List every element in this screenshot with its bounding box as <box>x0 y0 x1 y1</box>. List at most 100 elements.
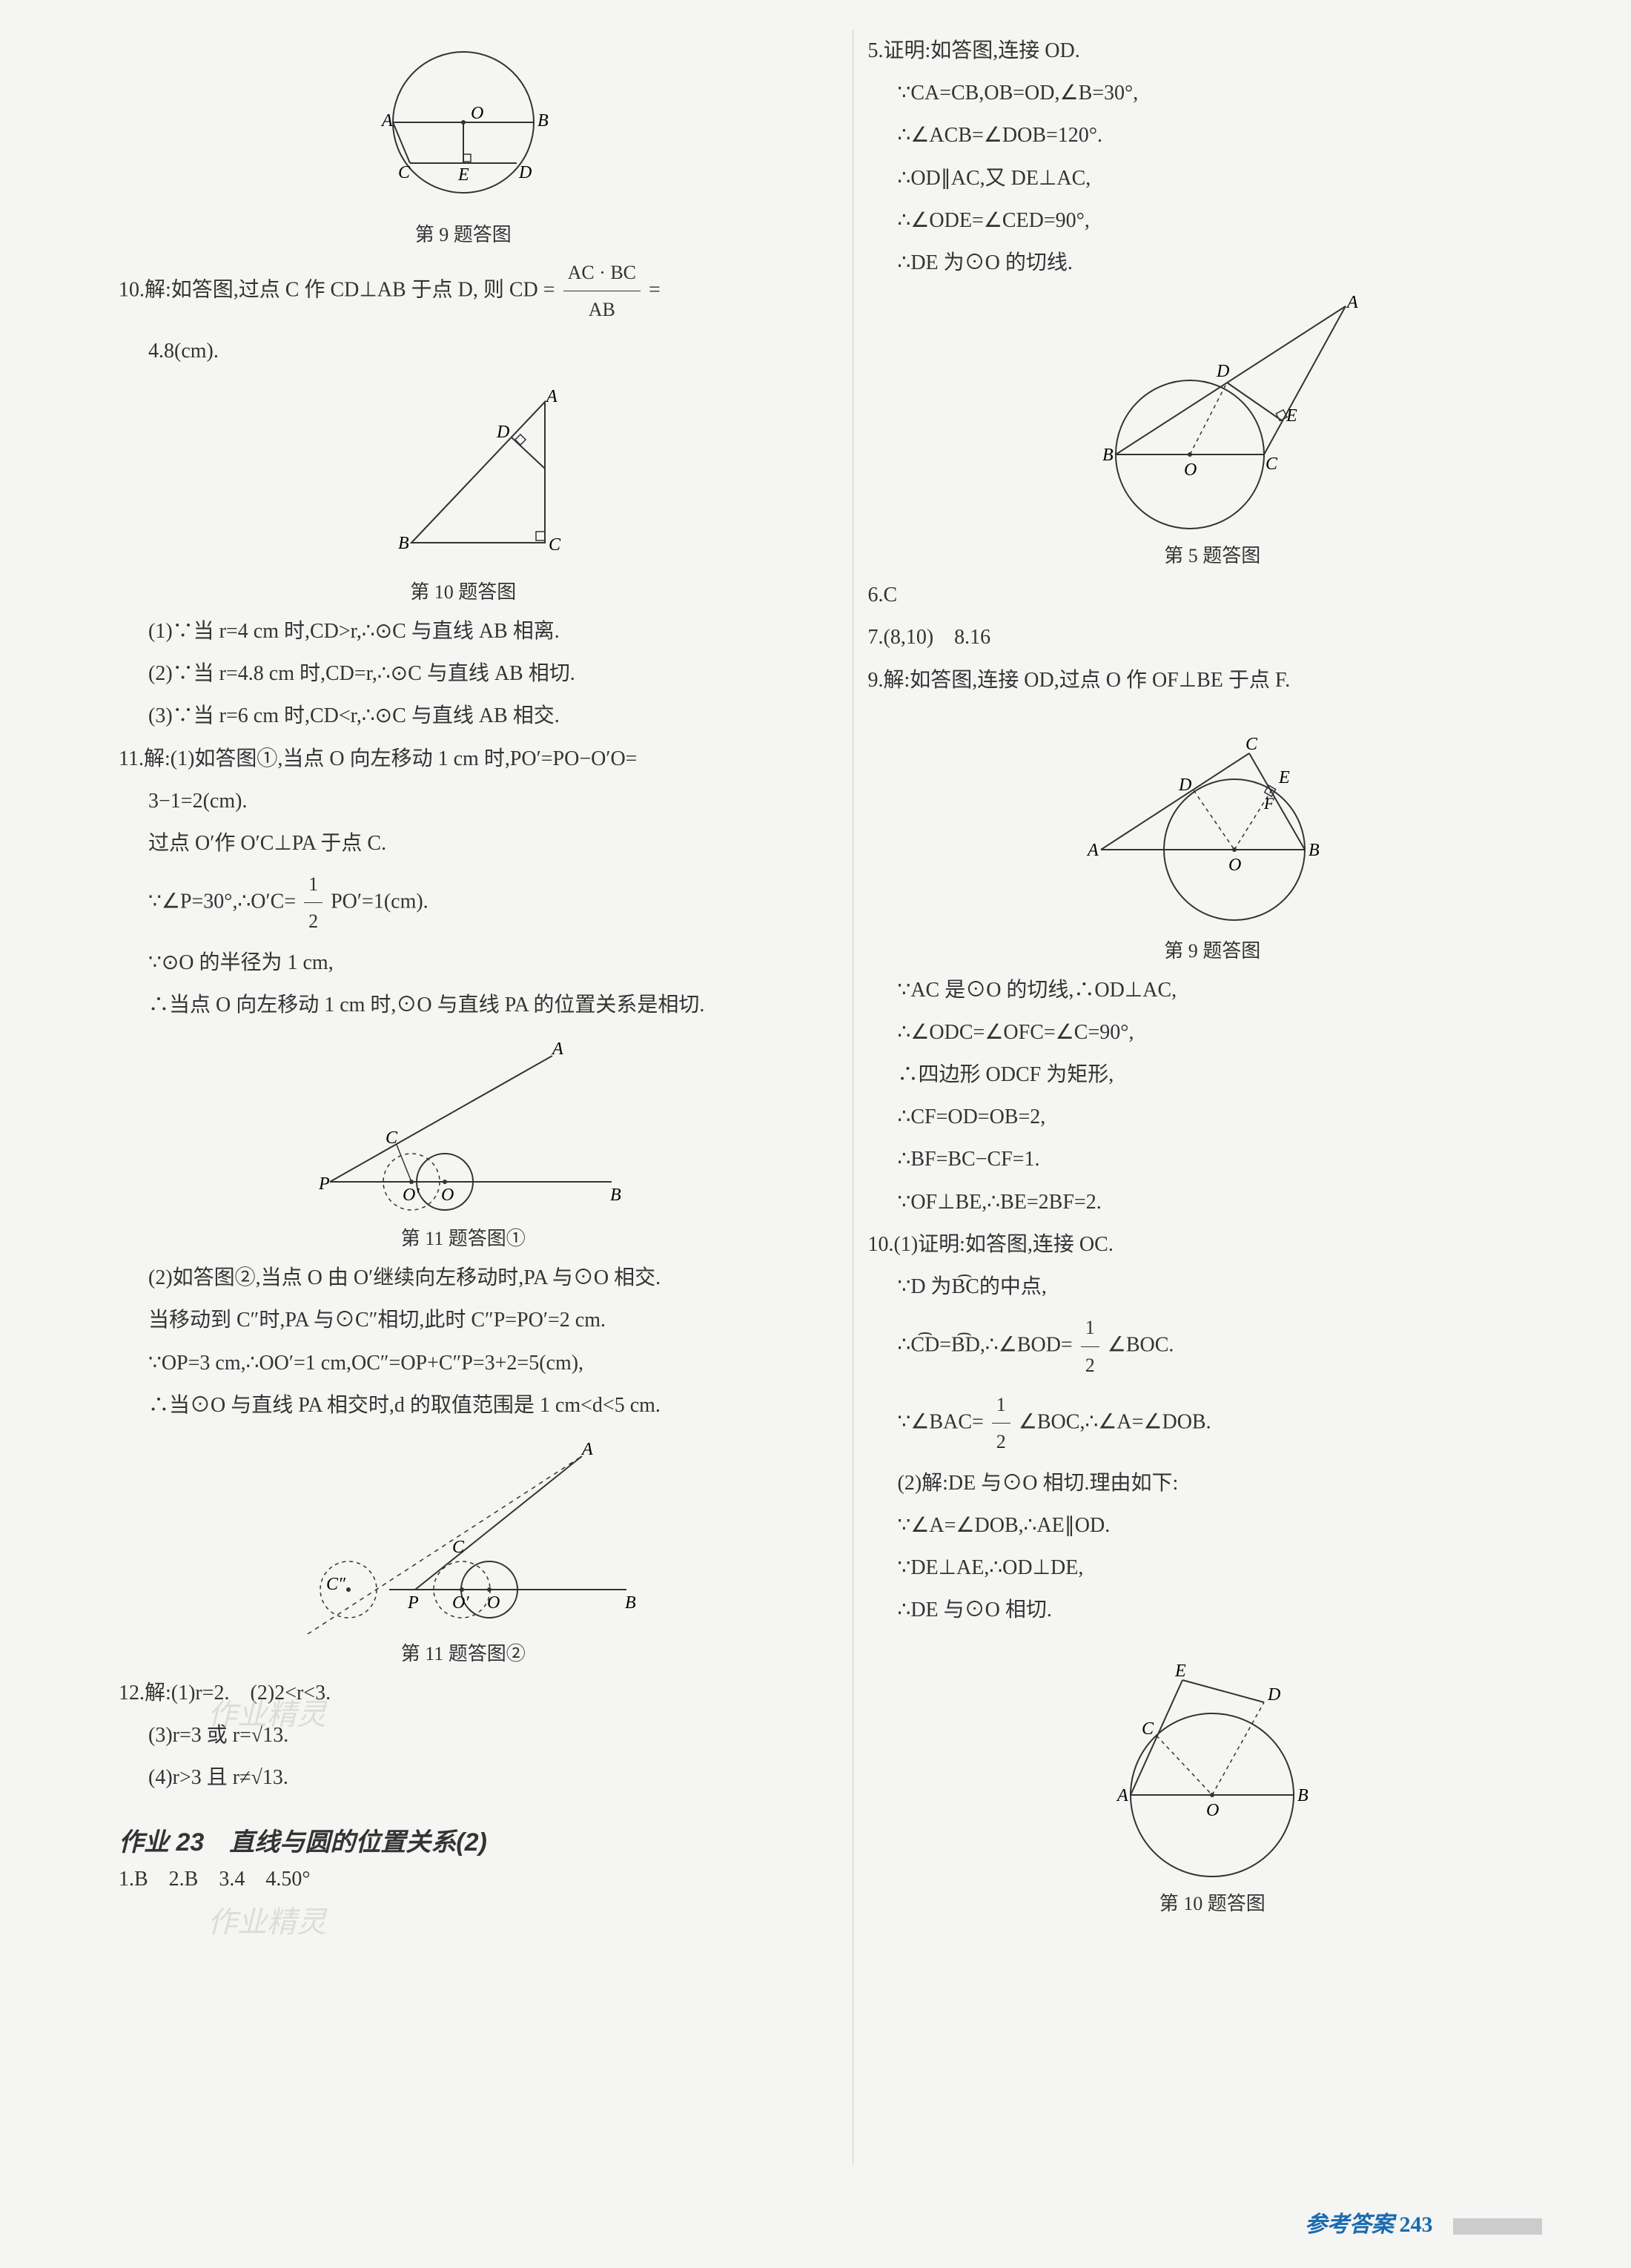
figure-9-right: A B C D E F O 第 9 题答图 <box>868 709 1558 963</box>
r-q5-3: ∴∠ACB=∠DOB=120°. <box>868 116 1558 155</box>
r-q9-2: ∵AC 是⊙O 的切线,∴OD⊥AC, <box>868 971 1558 1010</box>
fig9r-svg: A B C D E F O <box>1056 709 1368 931</box>
figure-11a: A B P O O′ C 第 11 题答图① <box>119 1034 808 1251</box>
q11-1: 11.解:(1)如答图①,当点 O 向左移动 1 cm 时,PO′=PO−O′O… <box>119 739 808 778</box>
hw23-title: 作业 23 直线与圆的位置关系(2) <box>119 1822 808 1858</box>
right-column: 5.证明:如答图,连接 OD. ∵CA=CB,OB=OD,∠B=30°, ∴∠A… <box>853 30 1558 2165</box>
svg-text:F: F <box>1263 794 1274 813</box>
r-q9-4: ∴四边形 ODCF 为矩形, <box>868 1055 1558 1094</box>
q10-2: (2)∵当 r=4.8 cm 时,CD=r,∴⊙C 与直线 AB 相切. <box>119 654 808 693</box>
svg-text:E: E <box>1174 1662 1186 1681</box>
figure-10-left: A B C D 第 10 题答图 <box>119 380 808 604</box>
r-q9-7: ∵OF⊥BE,∴BE=2BF=2. <box>868 1183 1558 1222</box>
q10-3: (3)∵当 r=6 cm 时,CD<r,∴⊙C 与直线 AB 相交. <box>119 696 808 735</box>
r-q10-4-frac: 12 <box>992 1386 1010 1461</box>
fig11b-svg: A B P O O′ C″ C <box>285 1434 641 1634</box>
svg-text:A: A <box>380 111 393 130</box>
svg-text:B: B <box>610 1186 621 1205</box>
svg-text:D: D <box>1267 1685 1280 1705</box>
svg-text:C: C <box>386 1128 398 1148</box>
q12-1: 12.解:(1)r=2. (2)2<r<3. <box>119 1673 808 1713</box>
r-q10-3a: ∴C͡D=B͡D,∴∠BOD= <box>898 1334 1073 1357</box>
svg-text:O′: O′ <box>403 1186 420 1205</box>
r-q10-3b: ∠BOC. <box>1108 1334 1174 1357</box>
svg-text:B: B <box>1297 1786 1309 1805</box>
svg-text:B: B <box>398 534 409 553</box>
svg-text:C: C <box>1266 454 1278 474</box>
r-q10-3: ∴C͡D=B͡D,∴∠BOD= 12 ∠BOC. <box>868 1309 1558 1383</box>
svg-text:D: D <box>1216 362 1229 381</box>
r-q6: 6.C <box>868 575 1558 615</box>
r-q9-1: 9.解:如答图,连接 OD,过点 O 作 OF⊥BE 于点 F. <box>868 661 1558 700</box>
figure-11b: A B P O O′ C″ C 第 11 题答图② <box>119 1434 808 1666</box>
q11-4a: ∵∠P=30°,∴O′C= <box>148 890 296 913</box>
svg-text:B: B <box>1309 841 1320 860</box>
svg-text:E: E <box>1278 768 1290 787</box>
q10-eq: = <box>649 278 661 301</box>
svg-text:D: D <box>518 163 532 182</box>
q11-4: ∵∠P=30°,∴O′C= 12 PO′=1(cm). <box>119 866 808 940</box>
figure-9-left: A B C D E O 第 9 题答图 <box>119 37 808 247</box>
fig10-caption: 第 10 题答图 <box>410 577 516 604</box>
svg-text:O′: O′ <box>452 1593 469 1613</box>
fig5-caption: 第 5 题答图 <box>1164 540 1260 568</box>
fig5-svg: A B C D E O <box>1056 291 1368 536</box>
r-q5-2: ∵CA=CB,OB=OD,∠B=30°, <box>868 73 1558 113</box>
q10-intro-text: 10.解:如答图,过点 C 作 CD⊥AB 于点 D, 则 CD = <box>119 278 555 301</box>
svg-text:O: O <box>1184 460 1197 480</box>
q11-p2-3: ∵OP=3 cm,∴OO′=1 cm,OC″=OP+C″P=3+2=5(cm), <box>119 1343 808 1383</box>
fig9-caption: 第 9 题答图 <box>415 219 512 247</box>
figure-5: A B C D E O 第 5 题答图 <box>868 291 1558 568</box>
svg-text:C: C <box>452 1538 465 1557</box>
svg-text:C: C <box>398 163 411 182</box>
fig11b-caption: 第 11 题答图② <box>401 1639 526 1666</box>
svg-text:A: A <box>545 387 558 406</box>
svg-text:C: C <box>549 535 561 555</box>
q11-5: ∵⊙O 的半径为 1 cm, <box>119 943 808 982</box>
fig9-svg: A B C D E O <box>352 37 575 215</box>
svg-text:E: E <box>1286 406 1297 426</box>
q11-6: ∴当点 O 向左移动 1 cm 时,⊙O 与直线 PA 的位置关系是相切. <box>119 985 808 1025</box>
q10-val: 4.8(cm). <box>119 331 808 371</box>
q10-intro: 10.解:如答图,过点 C 作 CD⊥AB 于点 D, 则 CD = AC · … <box>119 254 808 328</box>
footer-bar <box>1453 2218 1542 2235</box>
r-q9-5: ∴CF=OD=OB=2, <box>868 1097 1558 1137</box>
r-q9-6: ∴BF=BC−CF=1. <box>868 1140 1558 1179</box>
r-q10-4b: ∠BOC,∴∠A=∠DOB. <box>1019 1410 1211 1433</box>
svg-text:B: B <box>537 111 549 130</box>
r-q10-6: ∵∠A=∠DOB,∴AE∥OD. <box>868 1506 1558 1545</box>
r-q10-4: ∵∠BAC= 12 ∠BOC,∴∠A=∠DOB. <box>868 1386 1558 1461</box>
fig10r-svg: A B C D E O <box>1071 1639 1353 1884</box>
q12-2: (3)r=3 或 r=√13. <box>119 1716 808 1755</box>
footer-page: 243 <box>1400 2212 1433 2237</box>
fig10r-caption: 第 10 题答图 <box>1159 1888 1266 1916</box>
r-q10-4a: ∵∠BAC= <box>898 1410 984 1433</box>
svg-text:A: A <box>1116 1786 1128 1805</box>
svg-text:B: B <box>625 1593 636 1613</box>
svg-text:O: O <box>1228 856 1241 875</box>
svg-text:A: A <box>551 1039 563 1059</box>
figure-10-right: A B C D E O 第 10 题答图 <box>868 1639 1558 1916</box>
svg-text:A: A <box>1086 841 1099 860</box>
r-q10-2: ∵D 为B͡C的中点, <box>868 1267 1558 1306</box>
page-footer: 参考答案 243 <box>1305 2206 1542 2238</box>
svg-text:O: O <box>487 1593 500 1613</box>
svg-text:C″: C″ <box>326 1575 346 1594</box>
r-q10-8: ∴DE 与⊙O 相切. <box>868 1590 1558 1630</box>
r-q5-1: 5.证明:如答图,连接 OD. <box>868 31 1558 70</box>
r-q9-3: ∴∠ODC=∠OFC=∠C=90°, <box>868 1013 1558 1052</box>
r-q10-5: (2)解:DE 与⊙O 相切.理由如下: <box>868 1464 1558 1503</box>
r-q5-6: ∴DE 为⊙O 的切线. <box>868 243 1558 282</box>
q11-4b: PO′=1(cm). <box>331 890 429 913</box>
svg-text:A: A <box>1346 293 1358 312</box>
q12-3: (4)r>3 且 r≠√13. <box>119 1758 808 1797</box>
svg-text:O: O <box>441 1186 454 1205</box>
q11-p2-4: ∴当⊙O 与直线 PA 相交时,d 的取值范围是 1 cm<d<5 cm. <box>119 1386 808 1425</box>
q10-frac: AC · BCAB <box>563 254 641 328</box>
svg-text:A: A <box>580 1440 593 1459</box>
svg-text:O: O <box>471 104 483 123</box>
r-q10-7: ∵DE⊥AE,∴OD⊥DE, <box>868 1548 1558 1587</box>
q10-1: (1)∵当 r=4 cm 时,CD>r,∴⊙C 与直线 AB 相离. <box>119 612 808 651</box>
svg-text:D: D <box>1178 776 1191 795</box>
q11-p2-1: (2)如答图②,当点 O 由 O′继续向左移动时,PA 与⊙O 相交. <box>119 1258 808 1297</box>
